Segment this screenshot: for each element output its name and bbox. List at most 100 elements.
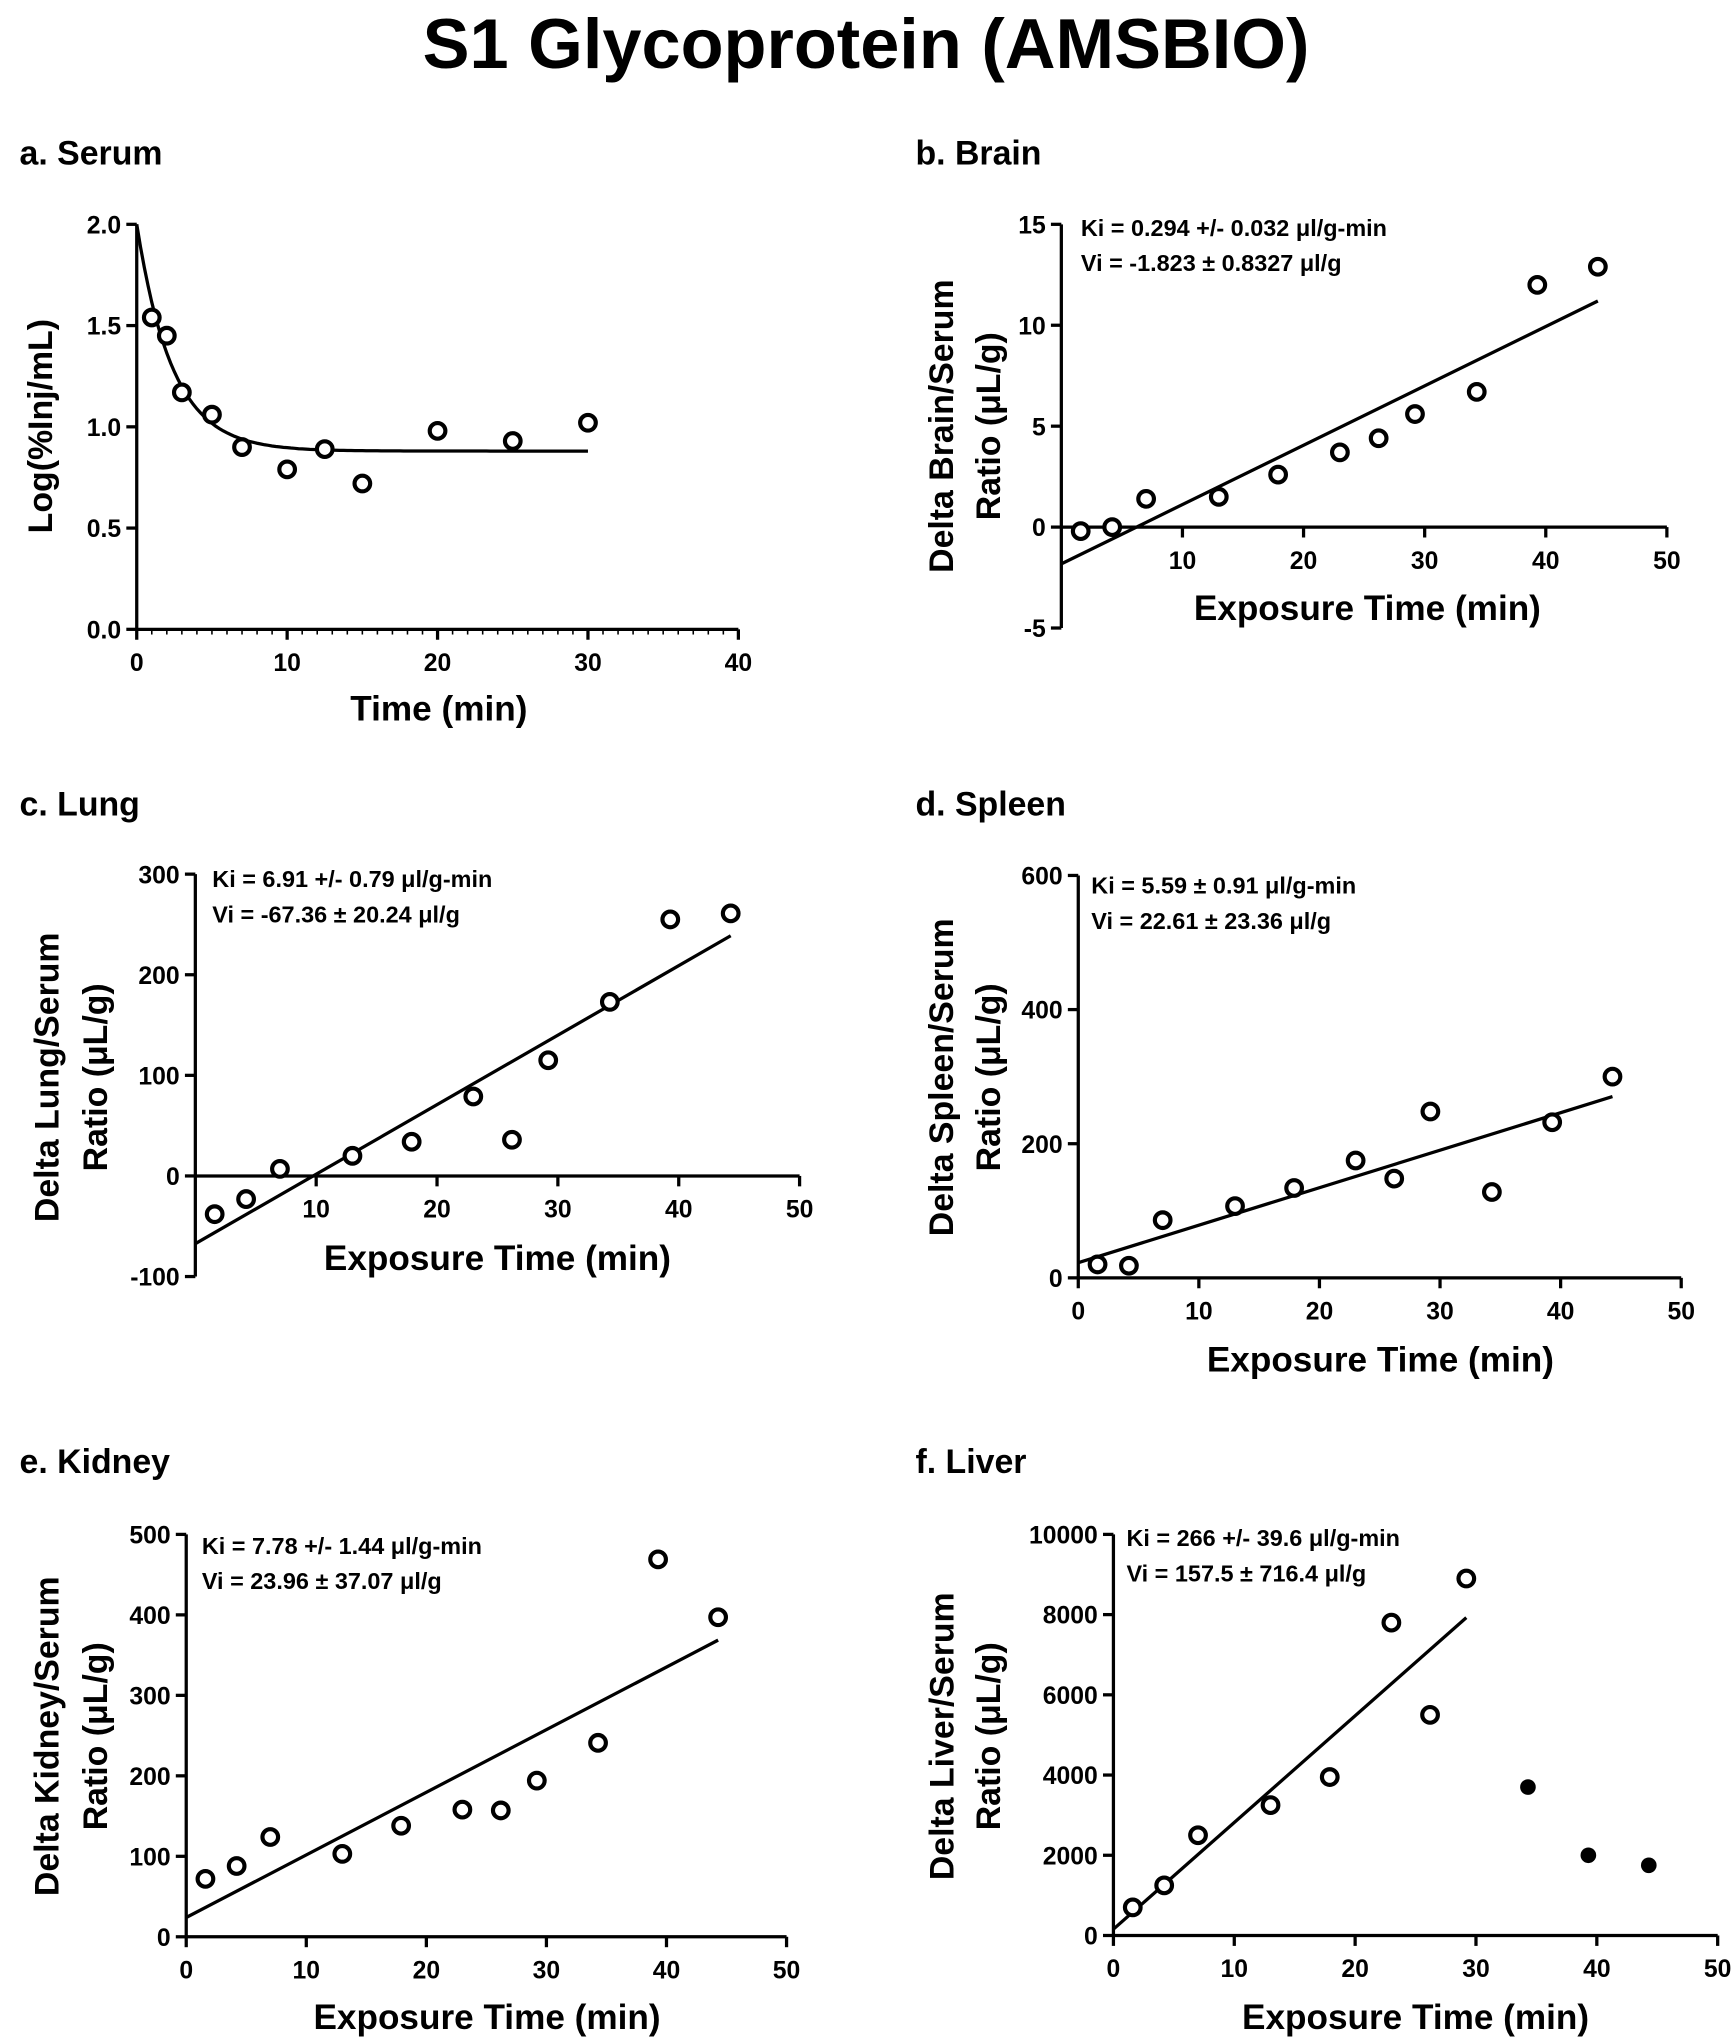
y-tick-label: 200 [1021,1132,1062,1159]
panel-liver: f. Liver 0 2000 4000 6000 8000 10000 0 10 20 30 40 5… [915,1443,1731,2037]
y-tick-label: 500 [129,1523,170,1550]
data-point [720,903,741,924]
x-tick-label: 50 [1653,548,1681,575]
x-tick-label: 0 [130,650,144,677]
x-tick-label: 30 [1411,548,1439,575]
x-tick-label: 20 [1341,1956,1369,1983]
x-tick-label: 10 [1221,1956,1249,1983]
data-point [156,325,177,346]
x-tick-label: 20 [1306,1299,1334,1326]
fit-annotation: Vi = 23.96 ± 37.07 μl/g [202,1568,442,1594]
y-tick-label: 0 [166,1164,180,1191]
data-point [1345,1150,1366,1171]
axes [1103,1532,1720,1946]
x-tick-label: 10 [293,1957,321,1984]
data-point [708,1607,729,1628]
x-tick-label: 10 [273,650,301,677]
data-point [141,307,162,328]
y-tick-label: -5 [1024,616,1046,643]
x-tick-label: 50 [1704,1956,1732,1983]
axes [126,222,741,640]
fit-annotation: Ki = 5.59 ± 0.91 μl/g-min [1091,873,1356,899]
data-point [1087,1254,1108,1275]
x-tick-label: 40 [1583,1956,1611,1983]
panel-title: b. Brain [915,134,1041,172]
y-tick-label: 2.0 [87,212,121,239]
x-tick-label: 50 [773,1957,801,1984]
y-tick-label: 300 [129,1683,170,1710]
panel-title: a. Serum [20,134,163,172]
y-tick-label: 300 [138,862,179,889]
y-tick-label: 10000 [1029,1523,1098,1550]
panel-kidney: e. Kidney 0 100 200 300 400 500 0 10 20 30 40 50 Expo… [20,1443,801,2037]
excluded-data-point [1520,1779,1536,1795]
y-axis-title: Delta Spleen/Serum [923,918,961,1236]
excluded-data-point [1640,1857,1657,1874]
data-point [660,909,681,930]
x-tick-label: 30 [1426,1299,1454,1326]
data-point [352,473,373,494]
y-axis-title: Delta Brain/Serum [923,279,961,572]
data-point [1384,1168,1405,1189]
x-axis-title: Time (min) [350,689,527,728]
data-point [1208,486,1229,507]
y-tick-label: 0 [1049,1266,1063,1293]
y-tick-label: 4000 [1043,1763,1098,1790]
data-point [1466,381,1487,402]
fit-line [1112,1616,1468,1931]
data-point [332,1843,353,1864]
y-tick-label: 600 [1021,864,1062,891]
y-tick-label: 0 [1032,515,1046,542]
data-point [1260,1795,1281,1816]
figure-title: S1 Glycoprotein (AMSBIO) [423,4,1310,83]
data-point [401,1131,422,1152]
data-point [490,1800,511,1821]
data-point [1405,404,1425,424]
axes [184,872,802,1279]
data-point [1587,256,1608,277]
y-tick-label: 100 [129,1844,170,1871]
data-point [1136,488,1157,509]
x-tick-label: 20 [1290,548,1318,575]
data-point [1119,1255,1139,1276]
axes [1067,873,1683,1289]
y-axis-title: Ratio (μL/g) [970,332,1008,520]
x-tick-label: 30 [1462,1956,1490,1983]
data-point [1268,464,1289,485]
x-tick-label: 0 [1107,1956,1121,1983]
data-point [538,1050,559,1071]
y-tick-label: 1.0 [87,415,121,442]
x-axis-title: Exposure Time (min) [1207,1341,1554,1380]
fit-annotation: Vi = -67.36 ± 20.24 μl/g [212,901,460,927]
y-tick-label: 400 [129,1603,170,1630]
panel-lung: c. Lung -100 0 100 200 300 10 20 30 40 50 Exposure … [20,786,814,1292]
x-tick-label: 20 [423,1197,451,1224]
data-point [391,1815,412,1836]
y-axis-title: Ratio (μL/g) [970,983,1008,1171]
excluded-data-point [1580,1847,1597,1864]
data-point [452,1799,473,1820]
y-tick-label: 0.5 [87,516,122,543]
data-point [226,1856,247,1876]
fit-annotation: Ki = 266 +/- 39.6 μl/g-min [1126,1525,1400,1551]
data-point [1152,1210,1173,1231]
data-point [342,1145,363,1166]
y-axis-title: Ratio (μL/g) [77,983,115,1171]
panel-title: c. Lung [20,786,140,824]
data-point [1420,1704,1440,1725]
x-tick-label: 40 [725,650,753,677]
y-tick-label: 0.0 [87,617,121,644]
x-axis-title: Exposure Time (min) [1242,1998,1589,2037]
data-point [195,1868,216,1889]
x-tick-label: 50 [786,1197,814,1224]
data-point [1456,1568,1477,1589]
panel-serum: a. Serum 0.0 0.5 1.0 1.5 2.0 0 10 20 30 40 Time (mi… [20,134,753,728]
x-tick-label: 50 [1667,1299,1695,1326]
x-tick-label: 40 [653,1957,681,1984]
y-axis-title: Ratio (μL/g) [77,1642,115,1830]
fit-line [194,934,732,1246]
data-point [1070,521,1091,542]
data-point [578,412,598,433]
data-point [1420,1101,1441,1122]
